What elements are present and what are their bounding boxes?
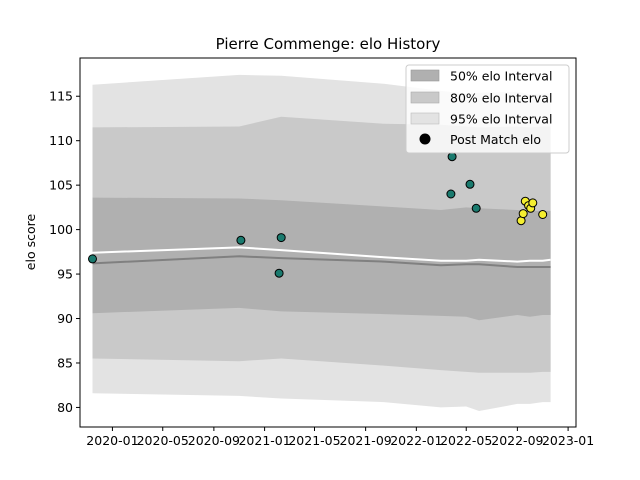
legend-swatch-95 — [410, 112, 440, 125]
y-tick-label: 80 — [57, 400, 73, 415]
mean-line — [92, 246, 551, 263]
data-point — [274, 268, 284, 278]
chart-title: Pierre Commenge: elo History — [216, 35, 441, 53]
y-tick-label: 95 — [57, 267, 73, 282]
legend-frame — [405, 64, 570, 154]
y-axis-label: elo score — [23, 214, 38, 271]
legend: 50% elo Interval 80% elo Interval 95% el… — [405, 64, 570, 154]
legend-label-80: 80% elo Interval — [450, 91, 552, 106]
median-line — [92, 255, 551, 268]
data-point — [538, 210, 548, 219]
x-tick-label: 2020-09 — [188, 433, 240, 448]
data-point — [471, 203, 481, 213]
interval-bands — [92, 74, 551, 412]
x-tick-label: 2021-09 — [340, 433, 392, 448]
legend-swatch-50 — [410, 69, 440, 82]
y-tick-label: 100 — [49, 222, 73, 237]
data-point — [446, 189, 456, 199]
legend-swatch-80 — [410, 91, 440, 104]
y-tick-label: 85 — [57, 355, 73, 370]
legend-label-50: 50% elo Interval — [450, 69, 552, 84]
match-points — [88, 152, 548, 278]
data-point — [447, 152, 457, 162]
data-point — [236, 235, 246, 245]
x-tick-label: 2020-01 — [86, 433, 138, 448]
plot-frame — [79, 57, 577, 428]
x-axis-ticks: 2020-012020-052020-092021-012021-052021-… — [86, 427, 594, 448]
data-point — [465, 179, 475, 189]
legend-label-post-match: Post Match elo — [450, 132, 541, 147]
y-tick-label: 115 — [49, 89, 73, 104]
x-tick-label: 2021-05 — [288, 433, 340, 448]
x-tick-label: 2022-09 — [491, 433, 543, 448]
legend-label-95: 95% elo Interval — [450, 112, 552, 127]
x-tick-label: 2023-01 — [542, 433, 594, 448]
y-tick-label: 90 — [57, 311, 73, 326]
data-point — [518, 209, 528, 219]
series-lines — [92, 246, 551, 268]
x-tick-label: 2021-01 — [238, 433, 290, 448]
data-point — [528, 198, 538, 208]
y-tick-label: 105 — [49, 178, 73, 193]
y-tick-label: 110 — [49, 133, 73, 148]
x-tick-label: 2022-05 — [440, 433, 492, 448]
data-point — [276, 233, 286, 243]
y-axis-ticks: 80 85 90 95 100 105 110 115 — [49, 89, 80, 415]
data-point — [88, 254, 97, 264]
x-tick-label: 2020-05 — [137, 433, 189, 448]
legend-marker-post-match — [419, 133, 431, 145]
x-tick-label: 2022-01 — [390, 433, 442, 448]
